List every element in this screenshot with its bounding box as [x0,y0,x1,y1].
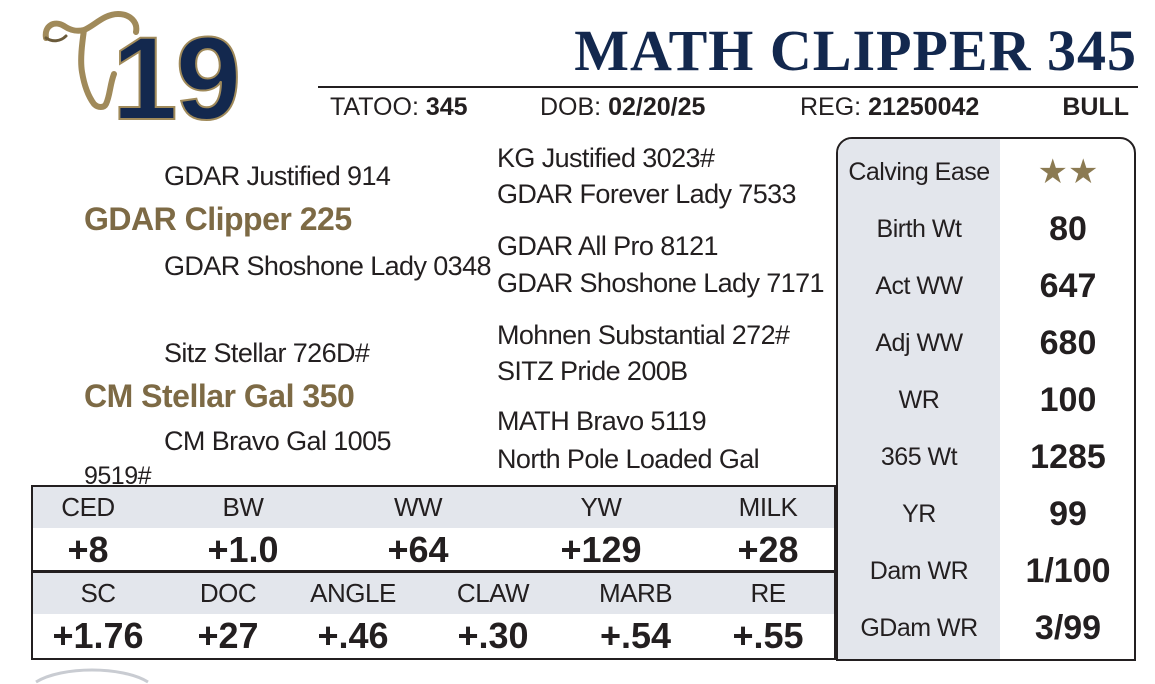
epd-row-divider [33,570,834,573]
stat-row-yr: YR 99 [838,486,1134,543]
pedigree-dam-dam-dam: North Pole Loaded Gal [497,444,760,474]
stat-value: 3/99 [1034,609,1102,647]
stat-value: 100 [1039,381,1097,419]
epd-header-band-2 [33,573,834,614]
epd-value-doc: +27 [197,615,259,656]
stat-label: Birth Wt [876,215,962,243]
lot-number: 19 [111,13,242,145]
pedigree-sire-dam-dam: GDAR Shoshone Lady 7171 [497,268,825,298]
epd-value-ww: +64 [387,529,449,570]
stat-label: Act WW [875,272,963,300]
epd-header-marb: MARB [598,578,673,608]
stat-label: YR [902,500,936,528]
stat-row-gdam-wr: GDam WR 3/99 [838,600,1134,657]
reg-info: REG: 21250042 [800,92,979,122]
stat-row-calving-ease: Calving Ease ★★ [838,144,1134,201]
epd-header-bw: BW [222,492,264,522]
stat-row-dam-wr: Dam WR 1/100 [838,543,1134,600]
sex-value: BULL [1062,93,1129,121]
epd-header-ced: CED [61,492,115,522]
epd-value-yw: +129 [560,529,642,570]
pedigree-dam-sire-sire: Mohnen Substantial 272# [497,320,790,350]
header-divider [318,86,1138,88]
stat-value: 80 [1049,210,1087,248]
animal-name: MATH CLIPPER 345 [574,18,1137,83]
tattoo-value: 345 [425,93,468,121]
tattoo-label: TATOO: [330,93,419,121]
stat-label: Adj WW [875,329,963,357]
pedigree-sire: GDAR Clipper 225 [84,201,352,237]
epd-header-yw: YW [580,492,622,522]
epd-header-sc: SC [80,578,116,608]
stat-row-365-wt: 365 Wt 1285 [838,429,1134,486]
pedigree-dam-sire: Sitz Stellar 726D# [164,338,370,368]
epd-value-marb: +.54 [599,615,672,656]
pedigree-dam-sire-dam: SITZ Pride 200B [497,356,688,386]
stats-label-column [838,139,1000,659]
epd-header-claw: CLAW [456,578,530,608]
epd-value-claw: +.30 [457,615,529,656]
stat-row-act-ww: Act WW 647 [838,258,1134,315]
stat-value: 1/100 [1025,552,1111,590]
pedigree-sire-sire-dam: GDAR Forever Lady 7533 [497,179,797,209]
epd-value-bw: +1.0 [207,529,279,570]
stat-label: WR [898,386,940,414]
cow-head-icon [42,11,140,110]
stat-label: GDam WR [860,614,978,642]
epd-header-band-1 [33,487,834,528]
epd-header-doc: DOC [199,578,257,608]
epd-header-milk: MILK [738,492,798,522]
performance-stats-panel: Calving Ease ★★ Birth Wt 80 Act WW 647 A… [836,137,1136,661]
reg-label: REG: [800,93,862,121]
pedigree-sire-dam: GDAR Shoshone Lady 0348 [164,251,492,281]
pedigree-dam: CM Stellar Gal 350 [84,378,355,414]
epd-value-sc: +1.76 [52,615,144,656]
epd-value-milk: +28 [737,529,799,570]
epd-value-re: +.55 [732,615,804,656]
dob-label: DOB: [540,93,602,121]
stat-value: 647 [1039,267,1097,305]
calving-ease-stars-icon: ★★ [1037,153,1099,191]
epd-value-angle: +.46 [317,615,389,656]
pedigree-dam-dam: CM Bravo Gal 1005 [164,426,392,456]
decorative-arc-icon [35,668,149,684]
stat-label: 365 Wt [880,443,958,471]
stat-value: 680 [1039,324,1097,362]
pedigree-sire-sire-sire: KG Justified 3023# [497,143,715,173]
dob-value: 02/20/25 [608,93,706,121]
stat-row-wr: WR 100 [838,372,1134,429]
epd-header-re: RE [750,578,786,608]
pedigree-sire-dam-sire: GDAR All Pro 8121 [497,231,719,261]
stat-row-adj-ww: Adj WW 680 [838,315,1134,372]
pedigree-dam-dam-sire: MATH Bravo 5119 [497,406,707,436]
stat-value: 1285 [1030,438,1106,476]
stat-value: 99 [1049,495,1087,533]
tattoo-info: TATOO: 345 [330,92,468,122]
stat-label: Dam WR [869,557,969,585]
pedigree-sire-sire: GDAR Justified 914 [164,161,391,191]
stat-label: Calving Ease [848,158,990,186]
stat-row-birth-wt: Birth Wt 80 [838,201,1134,258]
epd-table: CED BW WW YW MILK +8 +1.0 +64 +129 +28 S… [31,485,836,660]
epd-header-angle: ANGLE [310,578,396,608]
epd-header-ww: WW [393,492,443,522]
reg-value: 21250042 [868,93,980,121]
dob-info: DOB: 02/20/25 [540,92,705,122]
epd-value-ced: +8 [67,529,109,570]
